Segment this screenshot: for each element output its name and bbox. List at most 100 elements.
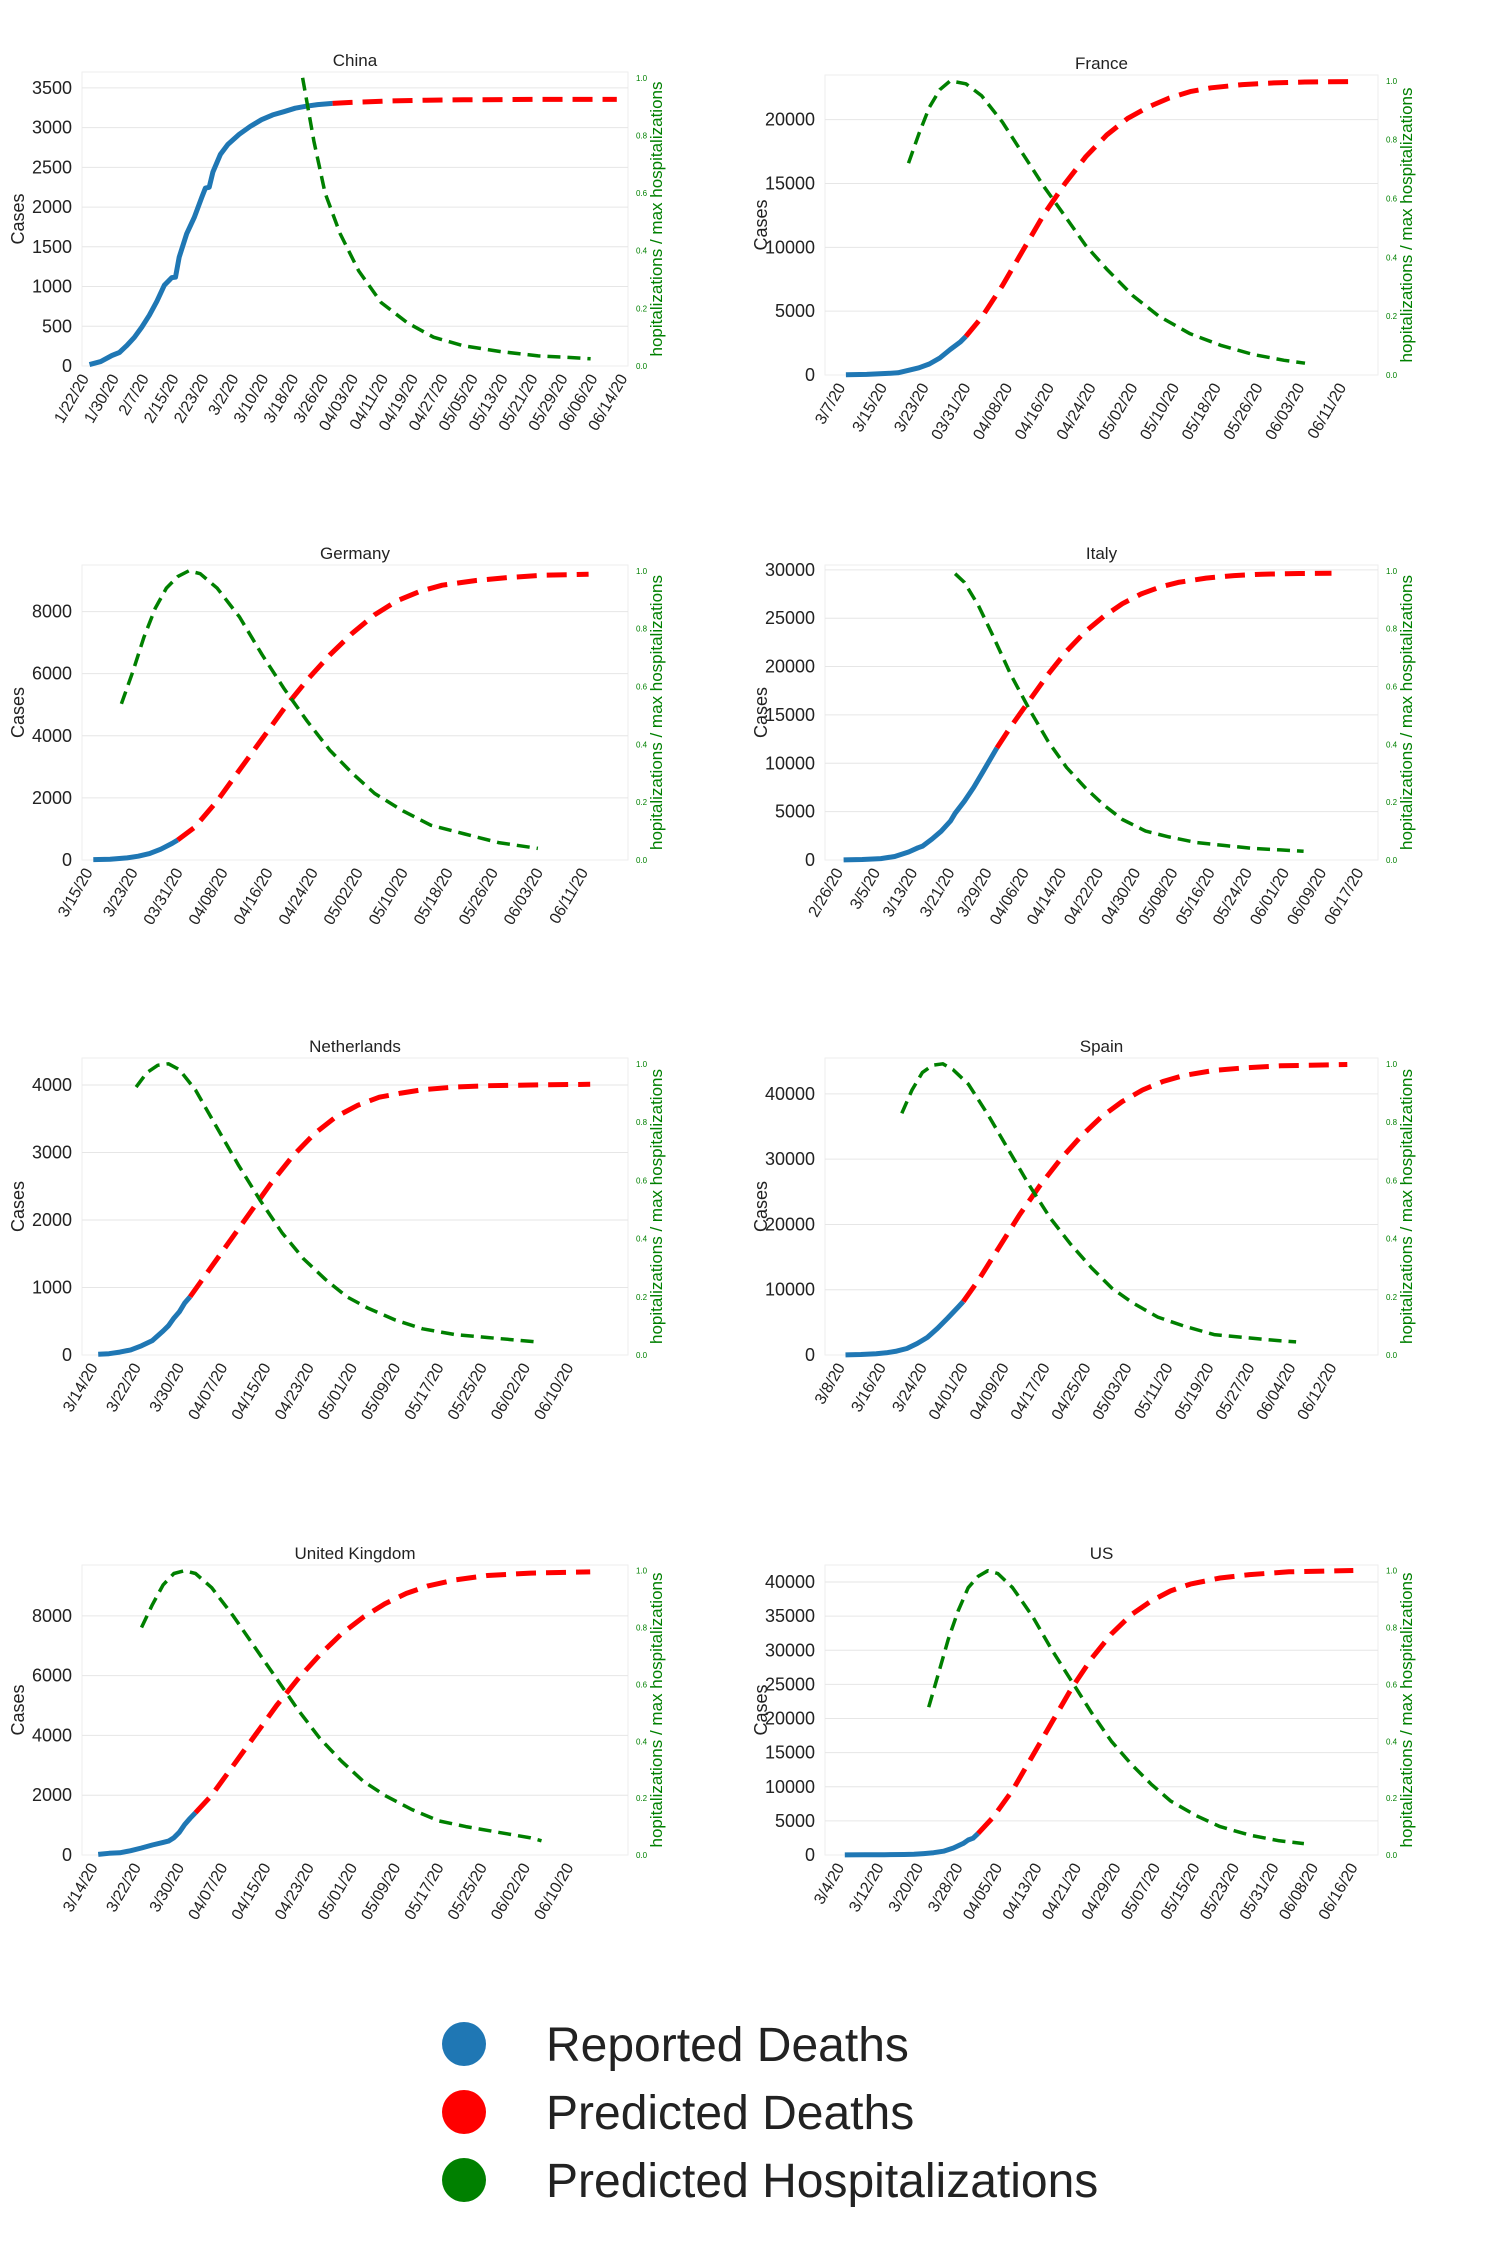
- y-tick-label: 40000: [765, 1572, 815, 1592]
- series-hospitalizations: [134, 1062, 537, 1344]
- x-tick-label: 3/28/20: [925, 1860, 966, 1915]
- y-tick-label: 5000: [775, 802, 815, 822]
- y2-tick-label: 1.0: [636, 1060, 648, 1069]
- x-tick-label: 3/16/20: [848, 1360, 889, 1415]
- x-tick-label: 04/25/20: [1049, 1360, 1095, 1423]
- y-tick-label: 0: [62, 356, 72, 376]
- legend-item-predicted-deaths: Predicted Deaths: [420, 2078, 1220, 2146]
- y-tick-label: 35000: [765, 1606, 815, 1626]
- y-tick-label: 20000: [765, 1709, 815, 1729]
- x-tick-label: 05/09/20: [359, 1360, 405, 1423]
- x-tick-label: 3/12/20: [846, 1860, 887, 1915]
- legend-label: Predicted Deaths: [546, 2087, 915, 2140]
- x-tick-label: 04/01/20: [926, 1360, 972, 1423]
- y2-tick-label: 1.0: [636, 74, 648, 83]
- y2-tick-label: 0.2: [636, 1293, 648, 1302]
- y2-tick-label: 1.0: [636, 1567, 648, 1576]
- x-tick-label: 3/23/20: [100, 865, 141, 920]
- y2-tick-label: 0.6: [1386, 682, 1398, 691]
- y2-tick-label: 0.4: [636, 247, 648, 256]
- y-axis-label: Cases: [751, 1181, 771, 1232]
- series-predicted-deaths: [176, 571, 589, 843]
- chart-title: France: [1075, 54, 1128, 73]
- x-tick-label: 3/7/20: [812, 380, 849, 427]
- plot-frame: [81, 1057, 629, 1356]
- y2-tick-label: 1.0: [1386, 1060, 1398, 1069]
- series-hospitalizations: [119, 569, 539, 851]
- x-tick-label: 3/15/20: [850, 380, 891, 435]
- y2-tick-label: 0.8: [1386, 1118, 1398, 1127]
- y-tick-label: 4000: [32, 726, 72, 746]
- series-hospitalizations: [927, 1568, 1305, 1846]
- series-predicted-deaths: [188, 1081, 591, 1299]
- y-tick-label: 5000: [775, 301, 815, 321]
- y2-tick-label: 0.8: [636, 1118, 648, 1127]
- series-reported: [845, 334, 968, 378]
- y2-tick-label: 0.0: [636, 362, 648, 371]
- x-tick-label: 05/11/20: [1131, 1360, 1176, 1421]
- x-tick-label: 05/25/20: [445, 1360, 491, 1423]
- x-tick-label: 3/29/20: [954, 865, 995, 920]
- x-tick-label: 06/11/20: [1305, 380, 1350, 441]
- y2-tick-label: 0.2: [636, 1794, 648, 1803]
- x-tick-label: 05/10/20: [1137, 380, 1183, 443]
- y2-tick-label: 0.0: [636, 1851, 648, 1860]
- y-axis-label: Cases: [8, 193, 28, 244]
- series-hospitalizations: [900, 1062, 1297, 1344]
- y2-tick-label: 0.8: [1386, 625, 1398, 634]
- series-predicted-deaths: [994, 570, 1332, 750]
- chart-france: 0 5000 10000 15000 20000 3/7/20 3/15/20 3/23/20…: [751, 54, 1416, 443]
- y2-tick-label: 0.8: [1386, 1624, 1398, 1633]
- y-tick-label: 15000: [765, 174, 815, 194]
- y2-axis-label: hopitalizations / max hospitalizations: [1397, 575, 1416, 850]
- y-axis-label: Cases: [751, 199, 771, 250]
- series-reported: [97, 1810, 198, 1857]
- plot-frame: [81, 1564, 629, 1856]
- x-tick-label: 05/26/20: [456, 865, 502, 928]
- y2-axis-label: hopitalizations / max hospitalizations: [647, 82, 666, 357]
- y2-tick-label: 0.4: [636, 740, 648, 749]
- y-tick-label: 0: [805, 1845, 815, 1865]
- y-tick-label: 3500: [32, 78, 72, 98]
- x-tick-label: 3/13/20: [880, 865, 921, 920]
- series-hospitalizations: [906, 79, 1306, 365]
- x-tick-label: 05/09/20: [359, 1860, 405, 1923]
- plot-frame: [81, 564, 629, 861]
- y-axis-label: Cases: [751, 1684, 771, 1735]
- x-tick-label: 3/22/20: [104, 1360, 145, 1415]
- x-tick-label: 05/02/20: [321, 865, 367, 928]
- y-tick-label: 0: [805, 850, 815, 870]
- y2-axis-label: hopitalizations / max hospitalizations: [647, 1069, 666, 1344]
- y2-axis-label: hopitalizations / max hospitalizations: [1397, 88, 1416, 363]
- y-tick-label: 3000: [32, 1143, 72, 1163]
- plot-frame: [81, 71, 629, 367]
- y-tick-label: 0: [805, 1345, 815, 1365]
- chart-title: Italy: [1086, 544, 1118, 563]
- x-tick-label: 04/24/20: [276, 865, 322, 928]
- y-tick-label: 10000: [765, 1777, 815, 1797]
- y-tick-label: 20000: [765, 110, 815, 130]
- x-tick-label: 04/17/20: [1008, 1360, 1054, 1423]
- x-tick-label: 05/19/20: [1172, 1360, 1218, 1423]
- x-tick-label: 3/30/20: [147, 1860, 188, 1915]
- x-tick-label: 06/10/20: [532, 1360, 578, 1423]
- y2-tick-label: 0.2: [1386, 1293, 1398, 1302]
- y-tick-label: 3000: [32, 118, 72, 138]
- reported-deaths-marker: [442, 2022, 486, 2066]
- chart-title: Germany: [320, 544, 390, 563]
- y2-tick-label: 0.6: [1386, 1176, 1398, 1185]
- y-axis-label: Cases: [8, 687, 28, 738]
- x-tick-label: 04/15/20: [229, 1360, 275, 1423]
- x-tick-label: 04/24/20: [1054, 380, 1100, 443]
- x-tick-label: 06/02/20: [488, 1360, 534, 1423]
- x-tick-label: 05/27/20: [1213, 1360, 1259, 1423]
- y2-tick-label: 0.6: [1386, 195, 1398, 204]
- y-tick-label: 25000: [765, 1674, 815, 1694]
- y2-axis-label: hopitalizations / max hospitalizations: [647, 1573, 666, 1848]
- plot-frame: [824, 564, 1379, 861]
- x-tick-label: 04/23/20: [272, 1860, 318, 1923]
- y2-axis-label: hopitalizations / max hospitalizations: [1397, 1069, 1416, 1344]
- y-tick-label: 0: [62, 850, 72, 870]
- y-tick-label: 4000: [32, 1725, 72, 1745]
